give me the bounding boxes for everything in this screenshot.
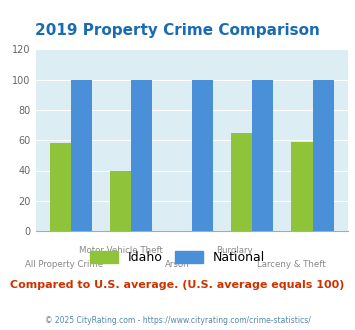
Text: All Property Crime: All Property Crime xyxy=(25,260,103,269)
Legend: Idaho, National: Idaho, National xyxy=(85,246,270,269)
Text: 2019 Property Crime Comparison: 2019 Property Crime Comparison xyxy=(35,23,320,38)
Bar xyxy=(231,133,252,231)
Bar xyxy=(71,80,92,231)
Bar xyxy=(312,80,334,231)
Text: Motor Vehicle Theft: Motor Vehicle Theft xyxy=(79,246,163,255)
Text: Compared to U.S. average. (U.S. average equals 100): Compared to U.S. average. (U.S. average … xyxy=(10,280,345,290)
Text: Larceny & Theft: Larceny & Theft xyxy=(257,260,326,269)
Bar xyxy=(291,142,312,231)
Bar xyxy=(110,171,131,231)
Bar xyxy=(50,143,71,231)
Text: Burglary: Burglary xyxy=(216,246,253,255)
Bar xyxy=(131,80,152,231)
Bar xyxy=(252,80,273,231)
Text: Arson: Arson xyxy=(165,260,190,269)
Bar xyxy=(192,80,213,231)
Text: © 2025 CityRating.com - https://www.cityrating.com/crime-statistics/: © 2025 CityRating.com - https://www.city… xyxy=(45,315,310,325)
